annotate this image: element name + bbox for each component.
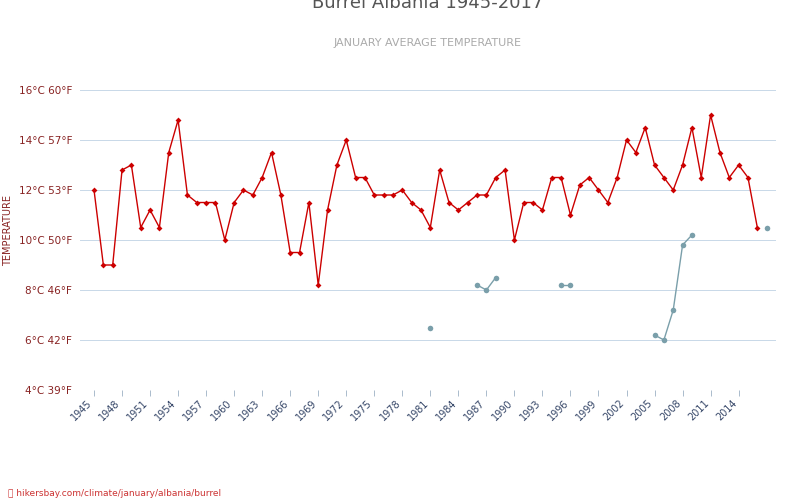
Text: JANUARY AVERAGE TEMPERATURE: JANUARY AVERAGE TEMPERATURE: [334, 38, 522, 48]
Y-axis label: TEMPERATURE: TEMPERATURE: [3, 194, 14, 266]
Text: Burrel Albania 1945-2017: Burrel Albania 1945-2017: [312, 0, 544, 12]
Text: 📍 hikersbay.com/climate/january/albania/burrel: 📍 hikersbay.com/climate/january/albania/…: [8, 488, 221, 498]
